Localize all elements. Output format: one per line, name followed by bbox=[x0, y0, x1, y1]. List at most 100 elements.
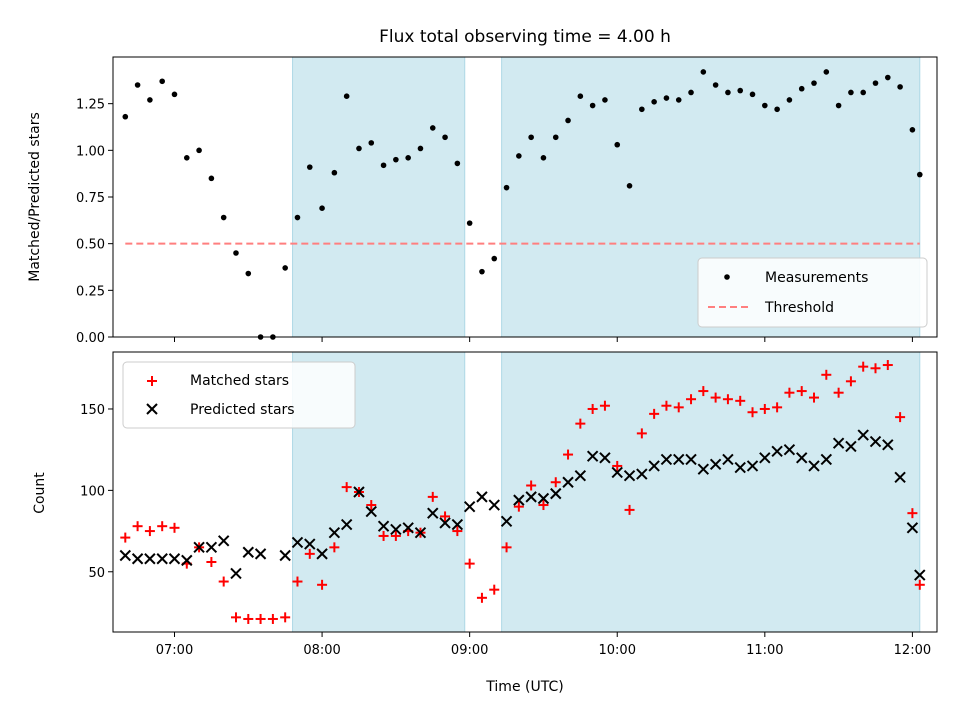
measurement-point bbox=[442, 134, 448, 141]
measurement-point bbox=[909, 127, 916, 133]
x-tick-label: 09:00 bbox=[451, 643, 488, 658]
predicted-point-stroke bbox=[722, 453, 734, 466]
predicted-star-point bbox=[230, 567, 242, 580]
matched-star-point bbox=[858, 361, 869, 372]
predicted-point-stroke bbox=[783, 443, 796, 456]
matched-star-point bbox=[317, 579, 328, 590]
matched-star-point bbox=[144, 526, 155, 537]
x-tick-label: 10:00 bbox=[599, 643, 636, 658]
predicted-point-stroke bbox=[685, 453, 697, 466]
matched-star-point bbox=[329, 542, 340, 553]
bottom-shaded-regions bbox=[292, 351, 921, 633]
matched-star-point bbox=[649, 408, 660, 419]
predicted-point-stroke bbox=[316, 548, 328, 560]
shaded-region-1 bbox=[292, 56, 466, 338]
matched-star-point bbox=[341, 482, 352, 493]
matched-star-point bbox=[476, 592, 487, 603]
predicted-point-stroke bbox=[914, 569, 926, 581]
predicted-star-point bbox=[894, 471, 906, 484]
top-legend-box bbox=[697, 257, 928, 328]
predicted-star-point bbox=[291, 536, 304, 549]
matched-star-point bbox=[255, 613, 266, 624]
measurement-point bbox=[835, 102, 842, 109]
matched-star-point bbox=[575, 418, 586, 429]
predicted-point-stroke bbox=[168, 553, 181, 565]
predicted-point-stroke bbox=[857, 429, 869, 441]
predicted-star-point bbox=[463, 500, 476, 513]
predicted-point-stroke bbox=[144, 553, 156, 565]
matched-star-point bbox=[624, 504, 635, 515]
x-tick-label: 12:00 bbox=[894, 643, 931, 658]
predicted-point-stroke bbox=[574, 470, 587, 482]
predicted-point-stroke bbox=[906, 522, 919, 534]
predicted-star-point bbox=[193, 541, 205, 554]
predicted-star-point bbox=[390, 523, 402, 536]
y-tick-label: 0.75 bbox=[76, 191, 105, 206]
predicted-star-point bbox=[734, 461, 746, 474]
predicted-point-stroke bbox=[709, 458, 722, 471]
predicted-point-stroke bbox=[599, 452, 611, 464]
measurement-point bbox=[823, 69, 830, 75]
predicted-point-stroke bbox=[328, 526, 341, 539]
measurement-point bbox=[306, 164, 313, 170]
matched-star-point bbox=[772, 402, 783, 413]
predicted-point-stroke bbox=[427, 507, 439, 519]
measurement-point bbox=[916, 171, 923, 178]
matched-star-point bbox=[157, 521, 168, 532]
bottom-y-ticks: 50 100 150 bbox=[80, 403, 113, 581]
measurement-point bbox=[245, 270, 252, 277]
legend-predicted-label: Predicted stars bbox=[190, 402, 295, 418]
matched-star-point bbox=[833, 387, 844, 398]
predicted-point-stroke bbox=[279, 549, 291, 562]
measurement-point bbox=[626, 183, 633, 189]
predicted-point-stroke bbox=[562, 476, 574, 488]
matched-star-point bbox=[612, 460, 623, 471]
measurement-point bbox=[294, 214, 301, 221]
predicted-star-point bbox=[914, 569, 926, 581]
predicted-point-stroke bbox=[882, 439, 894, 451]
matched-star-point bbox=[907, 508, 918, 519]
predicted-point-stroke bbox=[463, 500, 476, 513]
matched-star-point bbox=[550, 477, 561, 488]
matched-star-point bbox=[722, 394, 733, 405]
measurement-point bbox=[602, 97, 608, 103]
predicted-point-stroke bbox=[537, 492, 550, 505]
matched-star-point bbox=[267, 613, 278, 624]
predicted-point-stroke bbox=[242, 546, 254, 558]
matched-star-point bbox=[821, 369, 832, 380]
predicted-star-point bbox=[488, 499, 500, 511]
matched-star-point bbox=[378, 530, 389, 541]
measurement-point bbox=[183, 155, 190, 161]
measurement-point bbox=[614, 141, 621, 148]
predicted-star-point bbox=[513, 494, 525, 506]
predicted-point-stroke bbox=[673, 453, 685, 466]
bottom-legend: Matched stars Predicted stars bbox=[122, 361, 356, 429]
measurement-point bbox=[343, 93, 350, 99]
predicted-point-stroke bbox=[131, 553, 144, 565]
predicted-star-point bbox=[242, 546, 254, 558]
matched-star-point bbox=[452, 526, 463, 537]
predicted-star-point bbox=[660, 453, 673, 466]
predicted-point-stroke bbox=[623, 470, 636, 482]
legend-matched-marker bbox=[147, 376, 157, 386]
matched-star-point bbox=[845, 376, 856, 387]
top-legend: Measurements Threshold bbox=[697, 257, 928, 328]
measurement-point bbox=[282, 265, 288, 271]
matched-star-point bbox=[132, 521, 143, 532]
predicted-star-point bbox=[328, 526, 341, 539]
predicted-star-point bbox=[181, 554, 193, 567]
matched-star-point bbox=[292, 576, 303, 587]
measurement-point bbox=[577, 93, 584, 99]
x-axis-label: Time (UTC) bbox=[485, 679, 563, 695]
predicted-star-point bbox=[439, 517, 451, 529]
shaded-region-2 bbox=[501, 351, 921, 633]
predicted-point-stroke bbox=[156, 553, 168, 565]
y-tick-label: 150 bbox=[80, 403, 105, 418]
predicted-point-stroke bbox=[402, 522, 414, 534]
predicted-star-point bbox=[796, 452, 808, 464]
predicted-star-point bbox=[722, 453, 734, 466]
measurement-point bbox=[552, 134, 559, 141]
measurement-point bbox=[417, 145, 424, 152]
predicted-star-point bbox=[500, 515, 513, 528]
